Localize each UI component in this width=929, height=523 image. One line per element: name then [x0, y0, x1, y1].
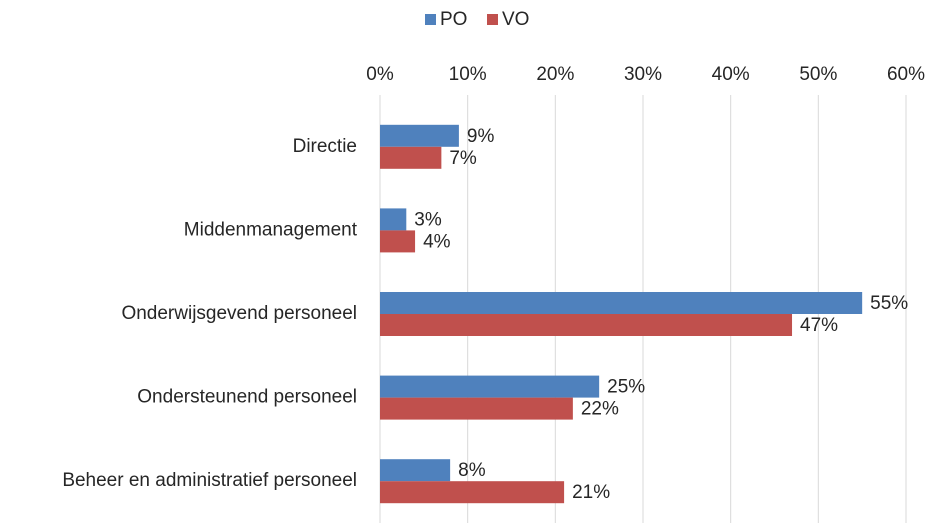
value-label: 4%: [423, 231, 451, 252]
y-tick-label: Ondersteunend personeel: [137, 387, 357, 408]
bar: [380, 124, 459, 147]
y-tick-label: Onderwijsgevend personeel: [121, 303, 357, 324]
bar: [380, 208, 407, 231]
bar: [380, 459, 451, 482]
x-tick-label: 20%: [536, 64, 574, 85]
value-label: 9%: [467, 126, 495, 147]
bar: [380, 314, 793, 336]
y-tick-label: Directie: [293, 136, 357, 157]
y-tick-label: Middenmanagement: [184, 219, 358, 240]
bar: [380, 146, 442, 169]
value-label: 7%: [449, 148, 477, 169]
value-label: 21%: [572, 482, 610, 503]
legend-swatch: [487, 14, 498, 25]
value-label: 3%: [414, 209, 442, 230]
y-tick-label: Beheer en administratief personeel: [62, 470, 357, 491]
x-tick-label: 10%: [449, 64, 487, 85]
x-tick-label: 60%: [887, 64, 925, 85]
legend-label: VO: [502, 9, 529, 30]
x-tick-label: 0%: [366, 64, 394, 85]
x-tick-label: 40%: [712, 64, 750, 85]
value-label: 25%: [607, 377, 645, 398]
bar: [380, 481, 565, 504]
bar: [380, 375, 600, 398]
legend-label: PO: [440, 9, 467, 30]
bar: [380, 292, 863, 314]
legend-swatch: [425, 14, 436, 25]
bar: [380, 397, 573, 420]
x-tick-label: 50%: [799, 64, 837, 85]
value-label: 22%: [581, 399, 619, 420]
value-label: 47%: [800, 315, 838, 336]
bar: [380, 230, 416, 253]
value-label: 55%: [870, 293, 908, 314]
value-label: 8%: [458, 460, 486, 481]
x-tick-label: 30%: [624, 64, 662, 85]
